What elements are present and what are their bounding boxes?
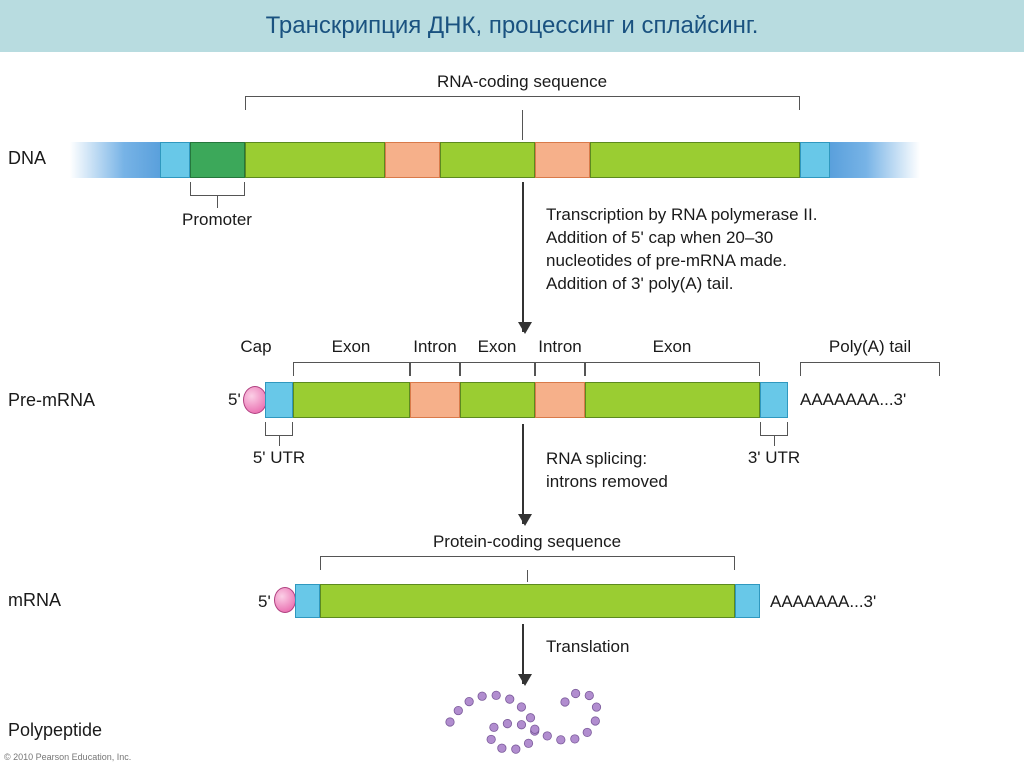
segment-intron	[535, 142, 590, 178]
segment-fade-l	[70, 142, 160, 178]
copyright: © 2010 Pearson Education, Inc.	[4, 752, 131, 762]
bracket-5utr	[265, 422, 293, 436]
segment-utr	[265, 382, 293, 418]
bracket-promoter	[190, 182, 245, 196]
tick-rna-coding	[522, 110, 523, 140]
segment-utr	[800, 142, 830, 178]
segment-exon	[245, 142, 385, 178]
label-tail-mrna: AAAAAAA...3'	[770, 592, 876, 612]
desc-splicing: RNA splicing: introns removed	[546, 448, 668, 494]
arrow-transcription	[522, 182, 524, 332]
arrow-splicing	[522, 424, 524, 524]
cap-pre-mrna	[243, 386, 267, 414]
label-intron1: Intron	[413, 337, 456, 357]
label-intron2: Intron	[538, 337, 581, 357]
segment-exon	[585, 382, 760, 418]
segment-utr	[735, 584, 760, 618]
segment-intron	[385, 142, 440, 178]
label-polypeptide: Polypeptide	[8, 720, 102, 741]
bracket-polya	[800, 362, 940, 376]
bracket-exon1	[293, 362, 410, 376]
segment-intron	[535, 382, 585, 418]
label-pre-mrna: Pre-mRNA	[8, 390, 95, 411]
label-exon2: Exon	[478, 337, 517, 357]
diagram-stage: DNA Pre-mRNA mRNA Polypeptide RNA-coding…	[0, 52, 1024, 767]
page-title: Транскрипция ДНК, процессинг и сплайсинг…	[266, 12, 759, 40]
desc-transcription: Transcription by RNA polymerase II. Addi…	[546, 204, 906, 296]
bracket-rna-coding	[245, 96, 800, 110]
segment-fade-r	[830, 142, 920, 178]
segment-utr	[295, 584, 320, 618]
label-dna: DNA	[8, 148, 46, 169]
title-bar: Транскрипция ДНК, процессинг и сплайсинг…	[0, 0, 1024, 52]
bracket-3utr	[760, 422, 788, 436]
label-tail-pre: AAAAAAA...3'	[800, 390, 906, 410]
arrow-translation	[522, 624, 524, 684]
tick-5utr	[279, 436, 280, 446]
label-protein-coding: Protein-coding sequence	[433, 532, 621, 552]
label-5prime-mrna: 5'	[258, 592, 271, 612]
segment-exon	[320, 584, 735, 618]
label-rna-coding: RNA-coding sequence	[437, 72, 607, 92]
tick-protein-coding	[527, 570, 528, 582]
segment-exon	[590, 142, 800, 178]
label-exon3: Exon	[653, 337, 692, 357]
segment-utr	[160, 142, 190, 178]
label-mrna: mRNA	[8, 590, 61, 611]
segment-utr	[760, 382, 788, 418]
segment-exon	[460, 382, 535, 418]
segment-exon	[293, 382, 410, 418]
label-5utr: 5' UTR	[253, 448, 305, 468]
label-promoter: Promoter	[182, 210, 252, 230]
label-polya: Poly(A) tail	[829, 337, 911, 357]
tick-promoter	[217, 196, 218, 208]
bracket-intron1	[410, 362, 460, 376]
segment-exon	[440, 142, 535, 178]
bracket-intron2	[535, 362, 585, 376]
tick-3utr	[774, 436, 775, 446]
label-cap: Cap	[240, 337, 271, 357]
bracket-exon2	[460, 362, 535, 376]
cap-mrna	[274, 587, 296, 613]
segment-intron	[410, 382, 460, 418]
label-translation: Translation	[546, 637, 629, 657]
polypeptide-chain	[440, 682, 620, 762]
bracket-exon3	[585, 362, 760, 376]
label-5prime-pre: 5'	[228, 390, 241, 410]
bracket-protein-coding	[320, 556, 735, 570]
label-3utr: 3' UTR	[748, 448, 800, 468]
segment-promoter	[190, 142, 245, 178]
label-exon1: Exon	[332, 337, 371, 357]
